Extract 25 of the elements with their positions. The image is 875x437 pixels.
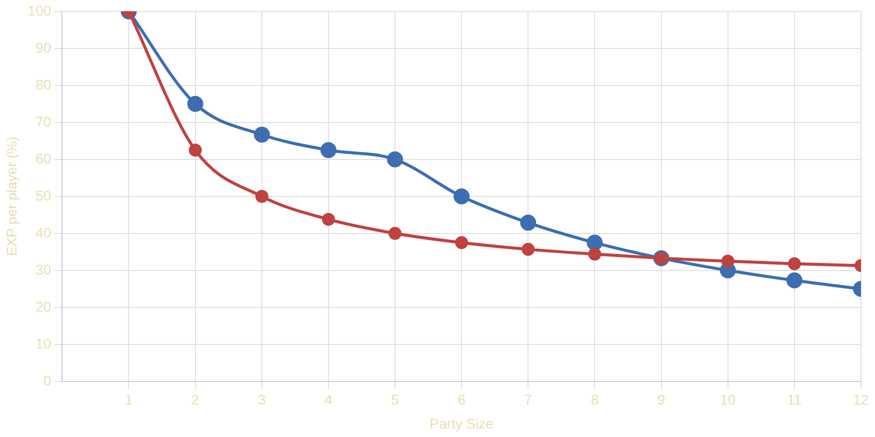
x-tick-label: 5 [391, 392, 400, 408]
x-tick-label: 9 [657, 392, 666, 408]
y-tick-label: 80 [36, 76, 52, 92]
x-tick-label: 2 [191, 392, 200, 408]
y-tick-label: 50 [36, 187, 52, 204]
x-tick-label: 12 [853, 392, 869, 408]
y-axis-title: EXP per player (%) [3, 136, 20, 256]
y-tick-label: 20 [36, 298, 52, 314]
x-tick-label: 8 [590, 392, 599, 408]
y-tick-label: 60 [36, 150, 52, 166]
x-tick-label: 10 [720, 392, 736, 408]
x-axis-title: Party Size [430, 415, 494, 432]
y-tick-label: 10 [36, 335, 52, 352]
y-tick-label: 0 [43, 372, 52, 388]
x-tick-label: 6 [458, 392, 466, 408]
x-tick-label: 11 [787, 392, 802, 408]
y-tick-label: 40 [36, 224, 52, 240]
x-tick-label: 4 [324, 392, 333, 408]
y-tick-label: 70 [36, 113, 52, 130]
x-tick-label: 7 [524, 392, 532, 408]
y-tick-label: 90 [36, 39, 52, 56]
x-tick-label: 1 [124, 392, 133, 408]
y-tick-label: 100 [28, 2, 52, 18]
y-tick-label: 30 [36, 261, 52, 278]
x-tick-label: 3 [258, 392, 266, 408]
